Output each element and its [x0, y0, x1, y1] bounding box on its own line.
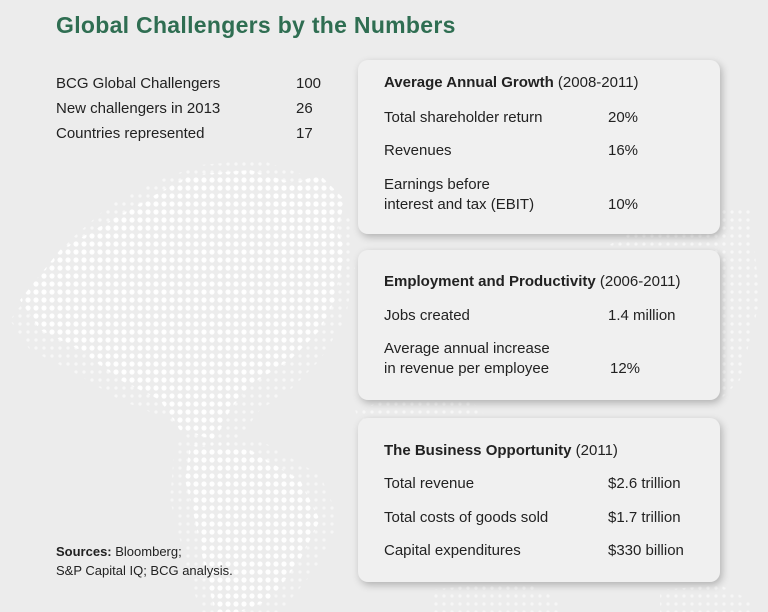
- row-value: 1.4 million: [608, 307, 676, 324]
- row-label-line-1: Earnings before: [384, 176, 490, 193]
- stat-label: New challengers in 2013: [56, 100, 221, 117]
- row-label: Total costs of goods sold: [384, 509, 549, 526]
- row-value: 10%: [608, 196, 639, 213]
- card-row: Revenues 16%: [384, 141, 710, 161]
- stat-value: 26: [296, 100, 313, 117]
- summary-stats: BCG Global Challengers 100 New challenge…: [56, 75, 336, 150]
- sources-prefix: Sources:: [56, 544, 112, 559]
- stat-row: Countries represented 17: [56, 125, 336, 150]
- row-label: Revenues: [384, 142, 452, 159]
- stat-row: New challengers in 2013 26: [56, 100, 336, 125]
- row-value: 12%: [610, 360, 641, 377]
- stat-value: 100: [296, 75, 322, 92]
- row-value: $330 billion: [608, 542, 684, 559]
- card-heading-text: Employment and Productivity: [384, 273, 596, 290]
- card-row: Total revenue $2.6 trillion: [384, 474, 710, 494]
- sources-note: Sources: Bloomberg; S&P Capital IQ; BCG …: [56, 542, 233, 580]
- north-america-fringe: [10, 160, 355, 450]
- row-label-line-1: Average annual increase: [384, 340, 550, 357]
- sources-line-2: S&P Capital IQ; BCG analysis.: [56, 563, 233, 578]
- card-heading-text: The Business Opportunity: [384, 442, 572, 459]
- south-america-fringe: [170, 440, 340, 612]
- row-value: $1.7 trillion: [608, 509, 681, 526]
- card-row: Earnings before interest and tax (EBIT) …: [384, 175, 710, 215]
- employment-card: Employment and Productivity (2006-2011) …: [358, 250, 720, 400]
- row-label: Jobs created: [384, 307, 470, 324]
- card-row: Total costs of goods sold $1.7 trillion: [384, 508, 710, 528]
- growth-card: Average Annual Growth (2008-2011) Total …: [358, 60, 720, 234]
- africa-shape: [430, 580, 560, 612]
- australia-shape: [660, 585, 750, 612]
- opportunity-card: The Business Opportunity (2011) Total re…: [358, 418, 720, 582]
- stat-label: Countries represented: [56, 125, 205, 142]
- row-value: 20%: [608, 109, 639, 126]
- card-heading: The Business Opportunity (2011): [384, 442, 618, 459]
- card-heading: Average Annual Growth (2008-2011): [384, 74, 639, 91]
- card-row: Average annual increase in revenue per e…: [384, 339, 710, 379]
- row-label-line-2: in revenue per employee: [384, 360, 550, 377]
- card-heading: Employment and Productivity (2006-2011): [384, 273, 680, 290]
- page-title: Global Challengers by the Numbers: [56, 12, 456, 38]
- card-heading-period: (2008-2011): [553, 74, 639, 91]
- row-label: Capital expenditures: [384, 542, 521, 559]
- stat-label: BCG Global Challengers: [56, 75, 221, 92]
- card-heading-period: (2011): [571, 442, 618, 459]
- row-label: Total revenue: [384, 475, 475, 492]
- card-heading-text: Average Annual Growth: [384, 74, 554, 91]
- card-row: Jobs created 1.4 million: [384, 306, 710, 326]
- card-heading-period: (2006-2011): [595, 273, 681, 290]
- card-row: Total shareholder return 20%: [384, 108, 710, 128]
- stat-value: 17: [296, 125, 313, 142]
- row-value: 16%: [608, 142, 639, 159]
- greenland-shape: [270, 175, 345, 250]
- card-row: Capital expenditures $330 billion: [384, 541, 710, 561]
- sources-line-1: Bloomberg;: [111, 544, 182, 559]
- row-label: Earnings before interest and tax (EBIT): [384, 175, 534, 215]
- row-label-line-2: interest and tax (EBIT): [384, 196, 535, 213]
- row-label: Average annual increase in revenue per e…: [384, 339, 550, 379]
- stat-row: BCG Global Challengers 100: [56, 75, 336, 100]
- row-label: Total shareholder return: [384, 109, 543, 126]
- row-value: $2.6 trillion: [608, 475, 681, 492]
